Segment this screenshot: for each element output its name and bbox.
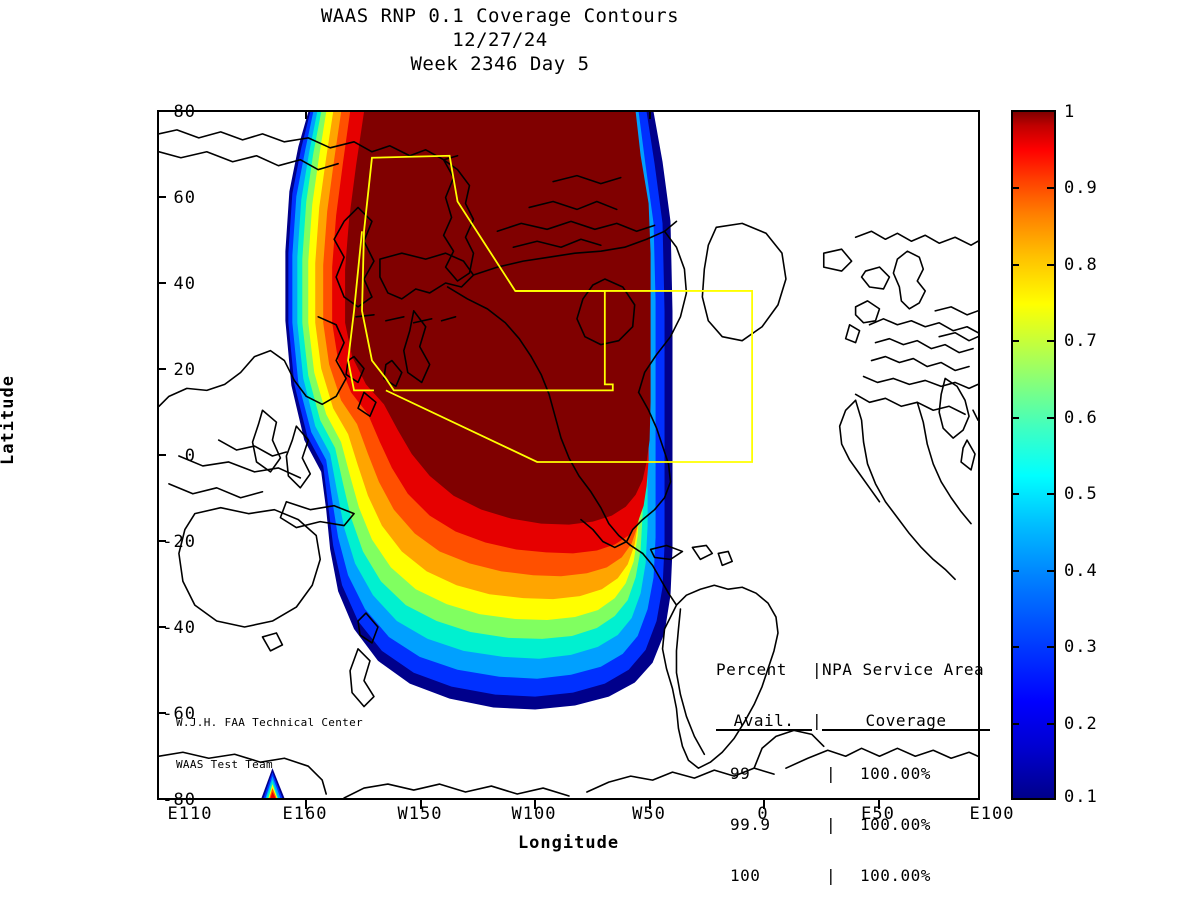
stats-header-npa: NPA Service Area — [822, 660, 985, 679]
colorbar-tick — [1047, 570, 1055, 572]
colorbar-tick-label: 0.9 — [1064, 178, 1098, 198]
ytick-mark — [157, 454, 166, 456]
colorbar-tick — [1011, 646, 1019, 648]
xtick-label: E50 — [861, 804, 895, 824]
stats-coverage-value: 100.00% — [860, 815, 931, 834]
colorbar-tick — [1047, 264, 1055, 266]
colorbar-gradient — [1013, 112, 1054, 798]
xtick-mark — [534, 800, 536, 809]
xtick-label: W50 — [632, 804, 666, 824]
stats-row: 99.9 | 100.00% — [716, 816, 1028, 833]
ytick-mark — [157, 712, 166, 714]
credit-line-2: WAAS Test Team — [176, 758, 273, 771]
colorbar — [1011, 110, 1056, 800]
stats-separator: | — [826, 815, 837, 834]
world-coastline-layer — [159, 129, 978, 798]
stats-separator: | — [826, 866, 837, 885]
colorbar-tick-label: 0.5 — [1064, 484, 1098, 504]
colorbar-tick-label: 1 — [1064, 102, 1076, 122]
colorbar-tick — [1011, 723, 1019, 725]
title-line-3: Week 2346 Day 5 — [410, 53, 590, 75]
ytick-mark — [157, 196, 166, 198]
colorbar-tick — [1047, 723, 1055, 725]
map-plot-area — [157, 110, 980, 800]
ytick-label: -40 — [162, 618, 196, 638]
credit-block: W.J.H. FAA Technical Center WAAS Test Te… — [176, 688, 363, 786]
colorbar-tick — [1047, 187, 1055, 189]
ytick-label: 80 — [173, 102, 196, 122]
colorbar-tick — [1047, 340, 1055, 342]
title-line-2: 12/27/24 — [452, 29, 548, 51]
ytick-label: -20 — [162, 532, 196, 552]
y-axis-title: Latitude — [0, 375, 18, 465]
npa-service-area-boundary — [347, 154, 753, 463]
xtick-mark-top — [305, 110, 307, 119]
ytick-label: 0 — [184, 446, 196, 466]
stats-separator: | — [812, 660, 823, 679]
chart-title-block: WAAS RNP 0.1 Coverage Contours 12/27/24 … — [0, 4, 1000, 76]
stats-header-avail: Avail. — [716, 712, 812, 731]
xtick-label: E110 — [167, 804, 213, 824]
stats-avail-value: 99.9 — [730, 815, 771, 834]
xtick-mark — [420, 800, 422, 809]
stats-avail-value: 100 — [730, 866, 761, 885]
colorbar-tick-label: 0.6 — [1064, 408, 1098, 428]
xtick-mark — [649, 800, 651, 809]
xtick-label: E160 — [282, 804, 328, 824]
stats-coverage-value: 100.00% — [860, 866, 931, 885]
stats-row: 100 | 100.00% — [716, 867, 1028, 884]
stats-header-row-1: Percent | NPA Service Area — [716, 661, 1028, 678]
ytick-mark — [157, 282, 166, 284]
colorbar-tick-label: 0.2 — [1064, 714, 1098, 734]
xtick-label: W150 — [397, 804, 443, 824]
colorbar-tick — [1047, 417, 1055, 419]
coverage-stats-table: Percent | NPA Service Area Avail. | Cove… — [716, 627, 1028, 901]
stats-separator: | — [826, 764, 837, 783]
stats-header-percent: Percent — [716, 660, 787, 679]
antarctic-contour-spike — [261, 768, 285, 798]
ytick-label: -80 — [162, 790, 196, 810]
stats-header-row-2: Avail. | Coverage — [716, 712, 1028, 731]
xtick-label: 0 — [757, 804, 769, 824]
colorbar-tick — [1011, 493, 1019, 495]
ytick-mark — [157, 540, 166, 542]
stats-coverage-value: 100.00% — [860, 764, 931, 783]
stats-separator: | — [812, 711, 823, 730]
ytick-label: -60 — [162, 704, 196, 724]
colorbar-tick-label: 0.7 — [1064, 331, 1098, 351]
xtick-mark — [305, 800, 307, 809]
ytick-label: 20 — [173, 360, 196, 380]
colorbar-tick — [1047, 493, 1055, 495]
credit-line-1: W.J.H. FAA Technical Center — [176, 716, 363, 729]
xtick-mark-top — [649, 110, 651, 119]
colorbar-tick — [1011, 340, 1019, 342]
x-axis-title: Longitude — [517, 833, 620, 853]
colorbar-tick-label: 0.8 — [1064, 255, 1098, 275]
stats-avail-value: 99 — [730, 764, 751, 783]
contour-band-1.0 — [345, 112, 651, 525]
xtick-label: E100 — [969, 804, 1015, 824]
ytick-mark — [157, 368, 166, 370]
ytick-mark — [157, 626, 166, 628]
colorbar-tick — [1011, 187, 1019, 189]
title-line-1: WAAS RNP 0.1 Coverage Contours — [320, 5, 680, 27]
colorbar-tick-label: 0.3 — [1064, 637, 1098, 657]
colorbar-tick — [1011, 264, 1019, 266]
xtick-mark — [878, 800, 880, 809]
ytick-label: 40 — [173, 274, 196, 294]
xtick-label: W100 — [511, 804, 557, 824]
colorbar-tick — [1011, 570, 1019, 572]
stats-row: 99 | 100.00% — [716, 765, 1028, 782]
stats-header-coverage: Coverage — [822, 712, 990, 731]
contour-bands — [285, 112, 673, 710]
colorbar-tick — [1011, 417, 1019, 419]
coverage-contour-layer — [261, 112, 673, 798]
colorbar-tick-label: 0.4 — [1064, 561, 1098, 581]
colorbar-tick-label: 0.1 — [1064, 787, 1098, 807]
xtick-mark — [763, 800, 765, 809]
colorbar-tick — [1047, 646, 1055, 648]
ytick-label: 60 — [173, 188, 196, 208]
